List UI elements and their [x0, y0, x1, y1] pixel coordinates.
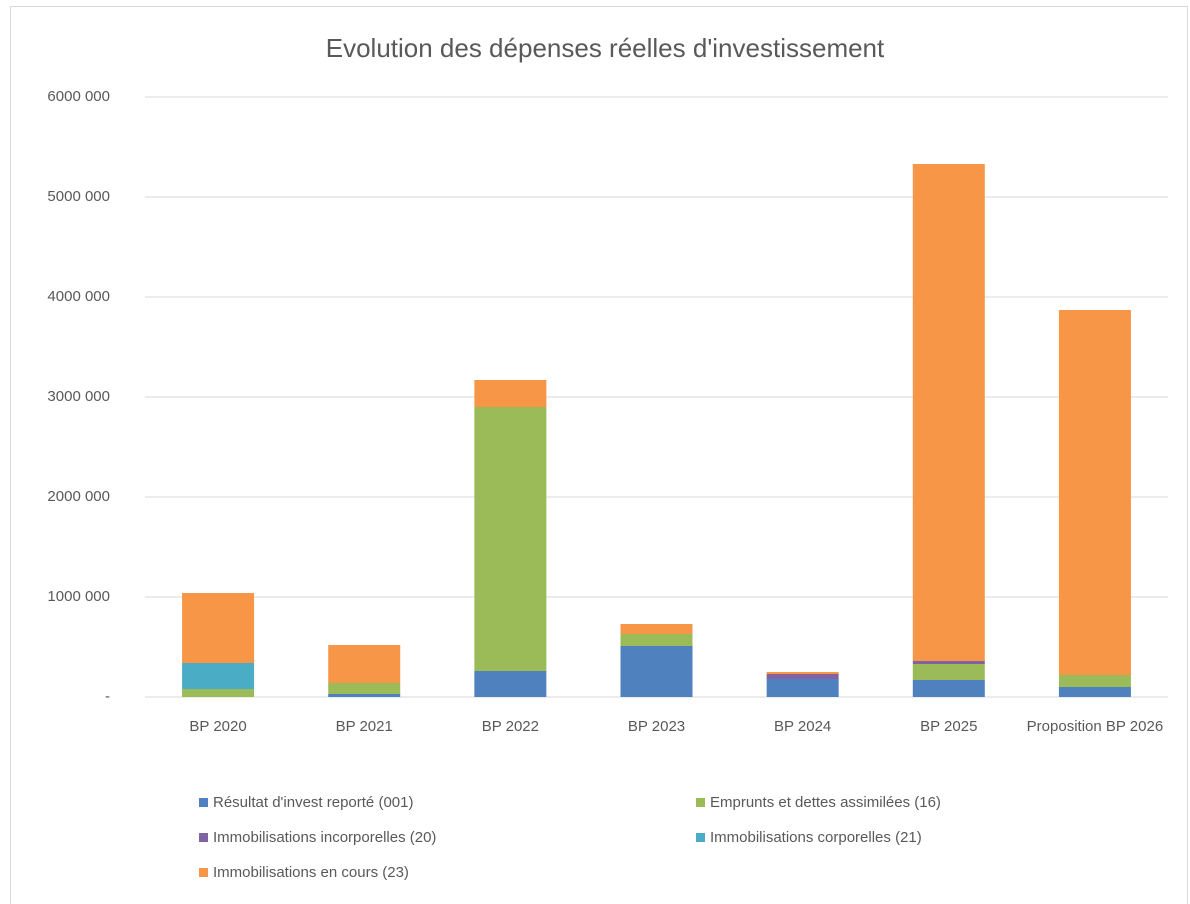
legend-label: Immobilisations en cours (23): [213, 864, 409, 881]
bar-segment: [912, 664, 985, 680]
legend-label: Immobilisations incorporelles (20): [213, 829, 436, 846]
bar-segment: [620, 646, 693, 697]
legend-swatch: [199, 833, 208, 842]
bar-segment: [912, 680, 985, 697]
bar-segment: [328, 645, 401, 683]
bar-segment: [766, 674, 839, 679]
y-tick-label: 6000 000: [47, 88, 110, 105]
bar-segment: [474, 380, 547, 407]
x-tick-label: Proposition BP 2026: [1027, 718, 1164, 735]
y-tick-label: 2000 000: [47, 488, 110, 505]
bar-segment: [182, 689, 255, 697]
bar-segment: [766, 672, 839, 674]
legend-label: Immobilisations corporelles (21): [710, 829, 922, 846]
x-tick-label: BP 2024: [774, 718, 831, 735]
bar-segment: [474, 407, 547, 671]
bar-segment: [1058, 687, 1131, 697]
bar-segment: [182, 663, 255, 689]
bar-segment: [620, 634, 693, 646]
chart-frame: [10, 6, 1188, 904]
x-tick-label: BP 2025: [920, 718, 977, 735]
y-tick-label: 3000 000: [47, 388, 110, 405]
y-tick-label: 5000 000: [47, 188, 110, 205]
legend-label: Résultat d'invest reporté (001): [213, 794, 413, 811]
bar-segment: [474, 671, 547, 697]
legend-swatch: [696, 833, 705, 842]
legend-swatch: [696, 798, 705, 807]
x-tick-label: BP 2022: [482, 718, 539, 735]
legend-swatch: [199, 868, 208, 877]
legend-label: Emprunts et dettes assimilées (16): [710, 794, 941, 811]
bar-segment: [766, 679, 839, 697]
x-tick-label: BP 2020: [189, 718, 246, 735]
bar-segment: [328, 694, 401, 697]
y-tick-label: 1000 000: [47, 588, 110, 605]
y-tick-label: -: [105, 688, 110, 705]
bar-segment: [912, 661, 985, 664]
bar-segment: [912, 164, 985, 661]
x-tick-label: BP 2021: [336, 718, 393, 735]
bar-segment: [620, 624, 693, 634]
bar-segment: [182, 593, 255, 663]
y-tick-label: 4000 000: [47, 288, 110, 305]
bar-segment: [1058, 310, 1131, 675]
bar-segment: [328, 683, 401, 694]
chart-title: Evolution des dépenses réelles d'investi…: [326, 33, 885, 63]
legend-swatch: [199, 798, 208, 807]
x-tick-label: BP 2023: [628, 718, 685, 735]
bar-segment: [1058, 675, 1131, 687]
